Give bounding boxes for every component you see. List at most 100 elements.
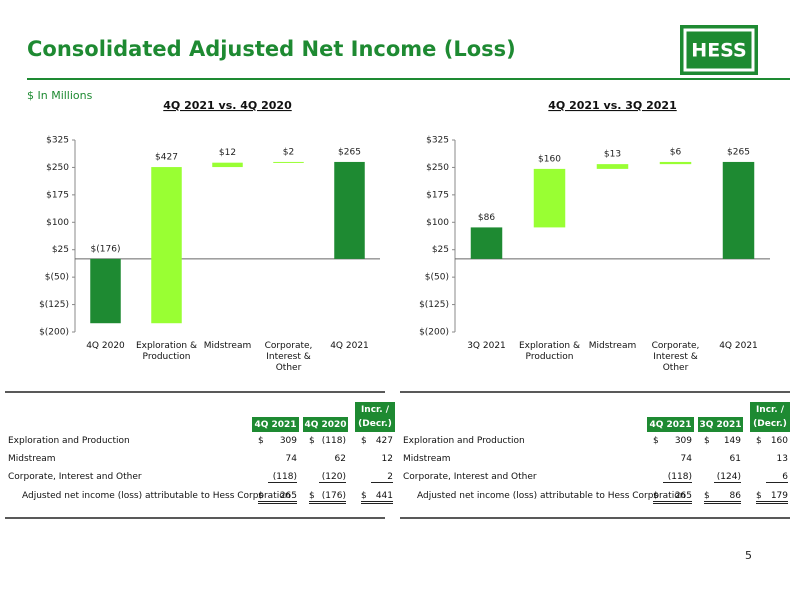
amount: (124)	[714, 472, 741, 483]
value-label: $86	[478, 213, 495, 223]
amount: (120)	[319, 472, 346, 483]
value-label: $12	[219, 148, 236, 158]
amount: 265	[268, 491, 297, 504]
currency-sign: $	[756, 436, 762, 446]
chart-title: 4Q 2021 vs. 3Q 2021	[548, 99, 676, 112]
amount: 61	[729, 454, 741, 464]
currency-sign: $	[258, 491, 268, 504]
amount: 2	[371, 472, 393, 483]
bar	[470, 227, 503, 259]
y-tick-label: $100	[46, 218, 69, 228]
row-label: Exploration and Production	[8, 436, 130, 446]
y-tick-label: $175	[426, 190, 449, 200]
amount: (118)	[268, 472, 297, 483]
amount: 179	[766, 491, 788, 504]
amount: 160	[770, 436, 788, 446]
bar	[596, 164, 629, 169]
x-tick-label: 4Q 2021	[719, 341, 758, 351]
slide-title: Consolidated Adjusted Net Income (Loss)	[27, 37, 516, 61]
amount: (118)	[663, 472, 692, 483]
x-tick-label: Exploration & Production	[135, 341, 198, 362]
amount: 441	[371, 491, 393, 504]
y-tick-label: $325	[46, 136, 69, 146]
x-tick-label: Exploration & Production	[518, 341, 581, 362]
logo-text: HESS	[691, 40, 746, 62]
row-label: Adjusted net income (loss) attributable …	[22, 491, 291, 501]
column-header: 4Q 2021	[647, 417, 694, 432]
value-label: $2	[283, 147, 294, 157]
x-tick-label: Midstream	[588, 341, 637, 351]
amount: 427	[375, 436, 393, 446]
value-label: $6	[670, 147, 682, 157]
amount: 6	[766, 472, 788, 483]
column-header: 3Q 2021	[698, 417, 743, 432]
bar	[151, 167, 182, 324]
column-header: Incr. / (Decr.)	[750, 402, 790, 432]
logo-frame	[683, 28, 755, 72]
currency-sign: $	[258, 436, 264, 446]
value-label: $(176)	[91, 244, 121, 254]
amount: 13	[776, 454, 788, 464]
x-tick-label: 4Q 2020	[86, 341, 125, 351]
row-label: Corporate, Interest and Other	[403, 472, 537, 482]
currency-sign: $	[704, 491, 714, 504]
y-tick-label: $(125)	[419, 300, 449, 310]
column-header: Incr. / (Decr.)	[355, 402, 395, 432]
currency-sign: $	[309, 436, 315, 446]
row-label: Corporate, Interest and Other	[8, 472, 142, 482]
amount: (176)	[319, 491, 346, 504]
value-label: $13	[604, 150, 621, 160]
x-tick-label: 3Q 2021	[467, 341, 506, 351]
y-tick-label: $(125)	[39, 300, 69, 310]
currency-sign: $	[361, 491, 371, 504]
y-tick-label: $25	[52, 245, 69, 255]
value-label: $160	[538, 154, 561, 164]
logo-box	[680, 25, 758, 75]
bar	[722, 161, 755, 259]
amount: 86	[714, 491, 741, 504]
amount: 62	[334, 454, 346, 464]
bar	[273, 161, 304, 163]
currency-sign: $	[704, 436, 710, 446]
currency-sign: $	[653, 491, 663, 504]
row-label: Midstream	[8, 454, 56, 464]
currency-sign: $	[361, 436, 367, 446]
page-number: 5	[745, 549, 752, 562]
y-tick-label: $250	[46, 163, 69, 173]
x-tick-label: Corporate, Interest & Other	[651, 341, 700, 373]
bar	[533, 168, 566, 228]
row-label: Midstream	[403, 454, 451, 464]
y-tick-label: $(200)	[39, 328, 69, 338]
value-label: $265	[727, 147, 750, 157]
amount: 149	[723, 436, 741, 446]
x-tick-label: 4Q 2021	[330, 341, 369, 351]
y-tick-label: $(50)	[45, 273, 69, 283]
row-label: Exploration and Production	[403, 436, 525, 446]
row-label: Adjusted net income (loss) attributable …	[417, 491, 686, 501]
amount: 74	[285, 454, 297, 464]
chart-title: 4Q 2021 vs. 4Q 2020	[163, 99, 292, 112]
y-tick-label: $175	[46, 190, 69, 200]
bar	[212, 162, 243, 168]
x-tick-label: Corporate, Interest & Other	[264, 341, 313, 373]
amount: 309	[674, 436, 692, 446]
bar	[659, 161, 692, 165]
amount: 265	[663, 491, 692, 504]
amount: 12	[381, 454, 393, 464]
y-tick-label: $(200)	[419, 328, 449, 338]
column-header: 4Q 2021	[252, 417, 299, 432]
y-tick-label: $100	[426, 218, 449, 228]
y-tick-label: $25	[432, 245, 449, 255]
column-header: 4Q 2020	[303, 417, 348, 432]
y-tick-label: $325	[426, 136, 449, 146]
amount: 74	[680, 454, 692, 464]
currency-sign: $	[653, 436, 659, 446]
amount: (118)	[321, 436, 346, 446]
value-label: $265	[338, 147, 361, 157]
value-label: $427	[155, 153, 178, 163]
y-tick-label: $(50)	[425, 273, 449, 283]
x-tick-label: Midstream	[203, 341, 252, 351]
amount: 309	[279, 436, 297, 446]
